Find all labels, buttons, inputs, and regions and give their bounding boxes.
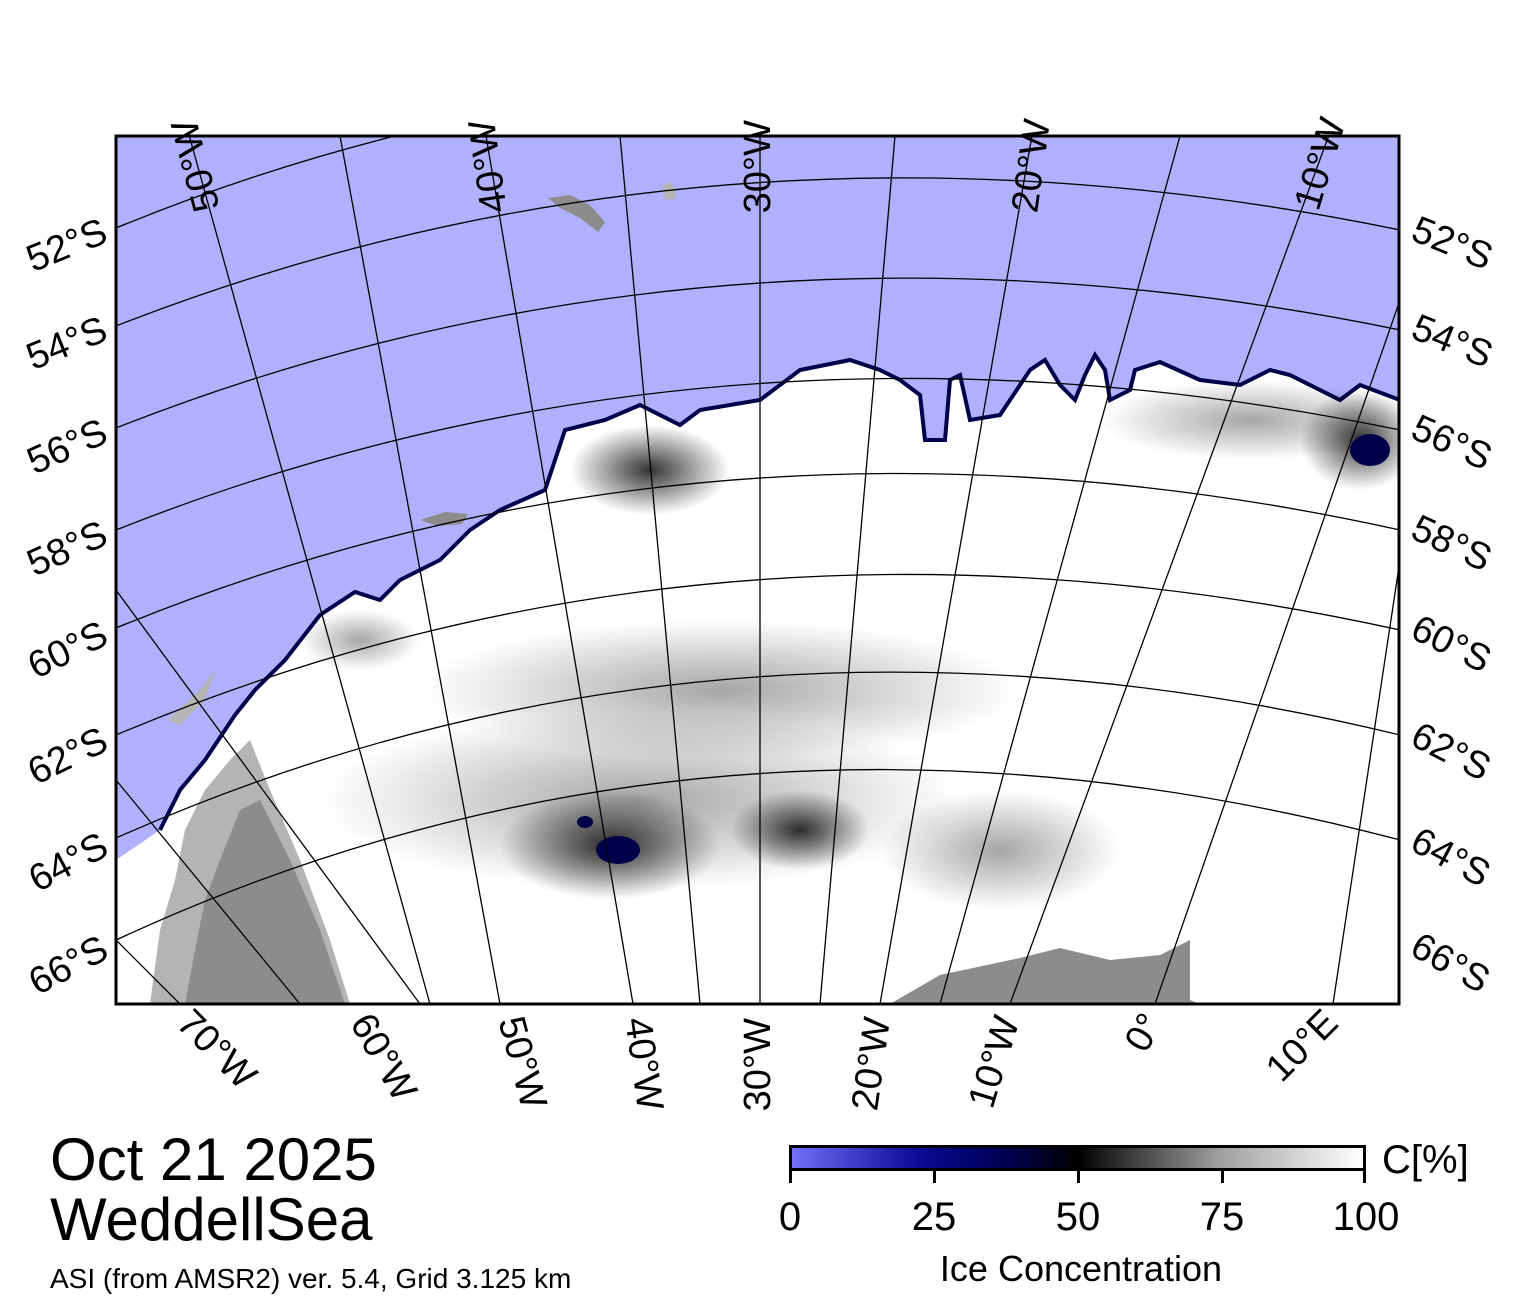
bottom-lon-label: 20°W bbox=[844, 1015, 899, 1113]
right-lat-label: 52°S bbox=[1406, 209, 1499, 279]
bottom-lon-label: 10°W bbox=[961, 1011, 1028, 1113]
open-water-patch bbox=[1350, 434, 1390, 466]
right-lat-label: 62°S bbox=[1404, 715, 1497, 790]
colorbar-tick bbox=[933, 1171, 936, 1183]
top-lon-label: 30°W bbox=[737, 120, 779, 213]
bottom-lon-label: 10°E bbox=[1258, 1002, 1346, 1090]
bottom-lon-label: 30°W bbox=[737, 1018, 779, 1111]
colorbar bbox=[789, 1145, 1366, 1171]
left-lat-label: 56°S bbox=[21, 411, 114, 483]
south-shetland-islands bbox=[168, 670, 215, 725]
reduced-concentration-zone bbox=[300, 610, 420, 670]
colorbar-tick-label: 75 bbox=[1199, 1195, 1245, 1239]
colorbar-tick bbox=[1363, 1171, 1366, 1183]
left-lat-label: 54°S bbox=[21, 309, 114, 379]
reduced-concentration-zone bbox=[1100, 380, 1399, 460]
left-lat-label: 64°S bbox=[22, 825, 115, 901]
colorbar-title: Ice Concentration bbox=[939, 1248, 1223, 1289]
bottom-lon-label: 40°W bbox=[616, 1015, 671, 1113]
reduced-concentration-zone bbox=[320, 710, 960, 890]
map-frame bbox=[114, 134, 1401, 1006]
low-concentration-zone bbox=[570, 425, 730, 515]
queen-maud-land-coast bbox=[890, 940, 1200, 1004]
region-name: WeddellSea bbox=[50, 1186, 373, 1253]
product-info: ASI (from AMSR2) ver. 5.4, Grid 3.125 km bbox=[50, 1263, 572, 1294]
bottom-lon-label: 50°W bbox=[490, 1012, 555, 1113]
right-lat-label: 54°S bbox=[1406, 307, 1499, 377]
left-lat-label: 58°S bbox=[21, 513, 114, 585]
colorbar-tick-label: 25 bbox=[911, 1195, 957, 1239]
right-lat-label: 66°S bbox=[1404, 925, 1497, 1002]
colorbar-unit: C[%] bbox=[1382, 1138, 1469, 1182]
colorbar-tick bbox=[1221, 1171, 1224, 1183]
left-lat-label: 62°S bbox=[21, 719, 114, 793]
open-water-patch bbox=[596, 836, 640, 864]
bottom-lon-label: 0° bbox=[1117, 1007, 1172, 1059]
right-lat-label: 60°S bbox=[1405, 607, 1498, 681]
colorbar-tick bbox=[789, 1171, 792, 1183]
map-date: Oct 21 2025 bbox=[50, 1126, 377, 1193]
right-lat-label: 56°S bbox=[1405, 407, 1498, 479]
open-water-patch bbox=[577, 816, 593, 828]
ice-edge bbox=[158, 351, 1399, 831]
right-lat-label: 58°S bbox=[1405, 507, 1498, 580]
colorbar-tick-label: 100 bbox=[1332, 1195, 1400, 1239]
left-lat-label: 66°S bbox=[22, 928, 115, 1004]
right-lat-label: 64°S bbox=[1404, 820, 1497, 896]
colorbar-tick-label: 50 bbox=[1055, 1195, 1101, 1239]
graticule bbox=[116, 136, 1399, 1004]
left-lat-label: 52°S bbox=[21, 211, 114, 281]
bottom-lon-label: 70°W bbox=[169, 1002, 265, 1098]
bottom-lon-label: 60°W bbox=[342, 1007, 425, 1109]
south-orkney-islands bbox=[420, 512, 468, 526]
reduced-concentration-zone bbox=[880, 790, 1120, 910]
colorbar-tick-label: 0 bbox=[778, 1195, 802, 1239]
colorbar-tick bbox=[1077, 1171, 1080, 1183]
left-lat-label: 60°S bbox=[21, 613, 114, 687]
antarctic-peninsula-land bbox=[185, 800, 345, 1004]
